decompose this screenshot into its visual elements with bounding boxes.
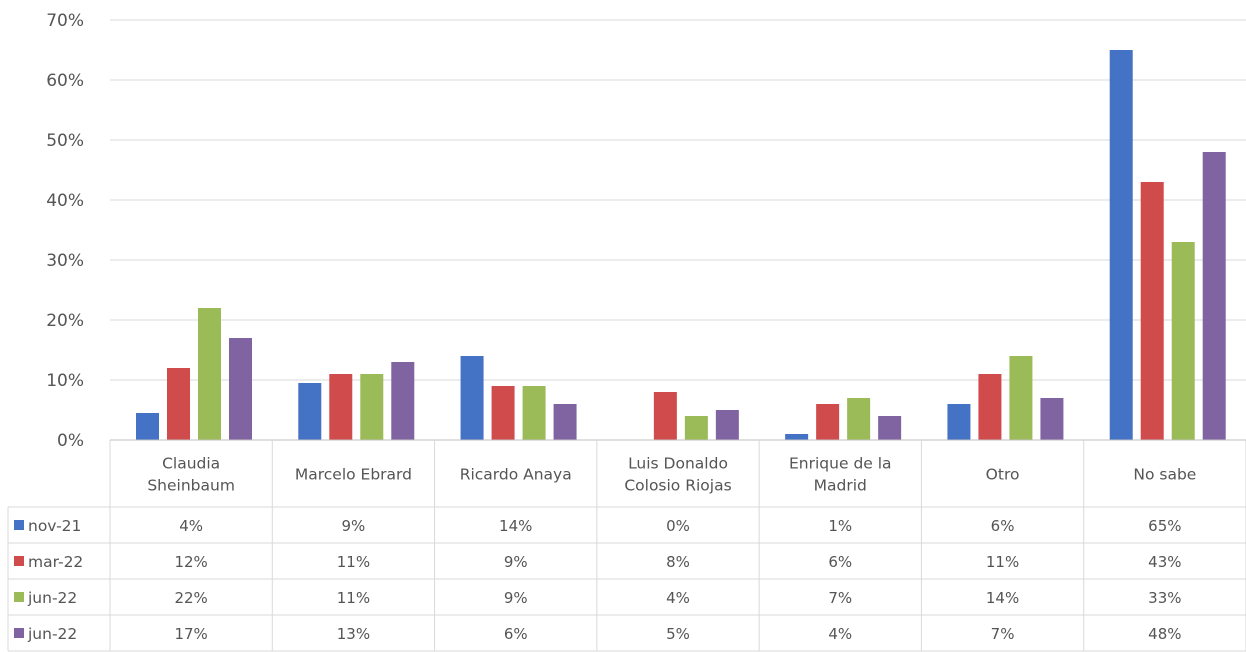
bar xyxy=(1040,398,1064,440)
legend-key xyxy=(14,556,24,566)
y-tick-label: 40% xyxy=(46,191,84,211)
bar xyxy=(785,434,809,440)
table-cell: 4% xyxy=(666,589,690,607)
bar xyxy=(653,392,677,440)
table-cell: 4% xyxy=(828,625,852,643)
y-tick-label: 10% xyxy=(46,371,84,391)
table-cell: 7% xyxy=(991,625,1015,643)
bar xyxy=(684,416,708,440)
bar xyxy=(553,404,577,440)
bar xyxy=(136,413,159,440)
bar xyxy=(329,374,353,440)
bar xyxy=(360,374,384,440)
table-cell: 4% xyxy=(179,517,203,535)
category-label: Ricardo Anaya xyxy=(460,466,572,484)
y-tick-label: 30% xyxy=(46,251,84,271)
table-cell: 9% xyxy=(504,553,528,571)
category-label: Enrique de la Madrid xyxy=(789,455,892,495)
table-cell: 9% xyxy=(342,517,366,535)
table-cell: 8% xyxy=(666,553,690,571)
table-cell: 6% xyxy=(991,517,1015,535)
bar xyxy=(816,404,840,440)
legend-label: jun-22 xyxy=(27,625,77,643)
gridlines xyxy=(110,19,1246,381)
table-cell: 17% xyxy=(174,625,207,643)
table-cell: 65% xyxy=(1148,517,1181,535)
table-cell: 11% xyxy=(337,589,370,607)
table-cell: 6% xyxy=(504,625,528,643)
table-cell: 22% xyxy=(174,589,207,607)
table-cell: 5% xyxy=(666,625,690,643)
table-cell: 48% xyxy=(1148,625,1181,643)
legend-key xyxy=(14,520,24,530)
table-cell: 33% xyxy=(1148,589,1181,607)
bar xyxy=(1009,356,1033,440)
bar xyxy=(715,410,739,440)
y-tick-label: 20% xyxy=(46,311,84,331)
legend-label: nov-21 xyxy=(28,517,81,535)
bar xyxy=(391,362,415,440)
bar xyxy=(491,386,515,440)
y-tick-label: 50% xyxy=(46,131,84,151)
bar xyxy=(522,386,546,440)
table-cell: 1% xyxy=(828,517,852,535)
bar xyxy=(298,383,322,440)
bar xyxy=(1202,152,1226,440)
legend-label: jun-22 xyxy=(27,589,77,607)
table-cell: 43% xyxy=(1148,553,1181,571)
table-cell: 7% xyxy=(828,589,852,607)
table-cell: 11% xyxy=(986,553,1019,571)
category-label: Claudia Sheinbaum xyxy=(147,455,235,495)
category-label: No sabe xyxy=(1133,466,1196,484)
table-cell: 6% xyxy=(828,553,852,571)
table-cell: 13% xyxy=(337,625,370,643)
table-cell: 14% xyxy=(986,589,1019,607)
legend-key xyxy=(14,592,24,602)
bar xyxy=(167,368,190,440)
category-label: Marcelo Ebrard xyxy=(295,466,412,484)
table-cell: 14% xyxy=(499,517,532,535)
bar xyxy=(978,374,1002,440)
table-cell: 9% xyxy=(504,589,528,607)
bar xyxy=(1140,182,1164,440)
table-cell: 12% xyxy=(174,553,207,571)
y-tick-label: 60% xyxy=(46,71,84,91)
bar xyxy=(878,416,902,440)
bar xyxy=(1171,242,1195,440)
bar xyxy=(460,356,484,440)
bar xyxy=(947,404,971,440)
legend-key xyxy=(14,628,24,638)
category-label: Luis Donaldo Colosio Riojas xyxy=(624,455,731,495)
data-table: Claudia Sheinbaum Marcelo Ebrard Ricardo An… xyxy=(7,439,1246,652)
bar xyxy=(847,398,871,440)
table-cell: 0% xyxy=(666,517,690,535)
y-tick-label: 0% xyxy=(57,431,84,451)
bars xyxy=(136,50,1226,440)
legend-label: mar-22 xyxy=(28,553,83,571)
table-cell: 11% xyxy=(337,553,370,571)
category-label: Otro xyxy=(986,466,1020,484)
bar xyxy=(198,308,221,440)
y-tick-label: 70% xyxy=(46,11,84,31)
bar xyxy=(1109,50,1133,440)
bar xyxy=(229,338,252,440)
y-axis: 0% 10% 20% 30% 40% 50% 60% 70% xyxy=(46,11,84,451)
